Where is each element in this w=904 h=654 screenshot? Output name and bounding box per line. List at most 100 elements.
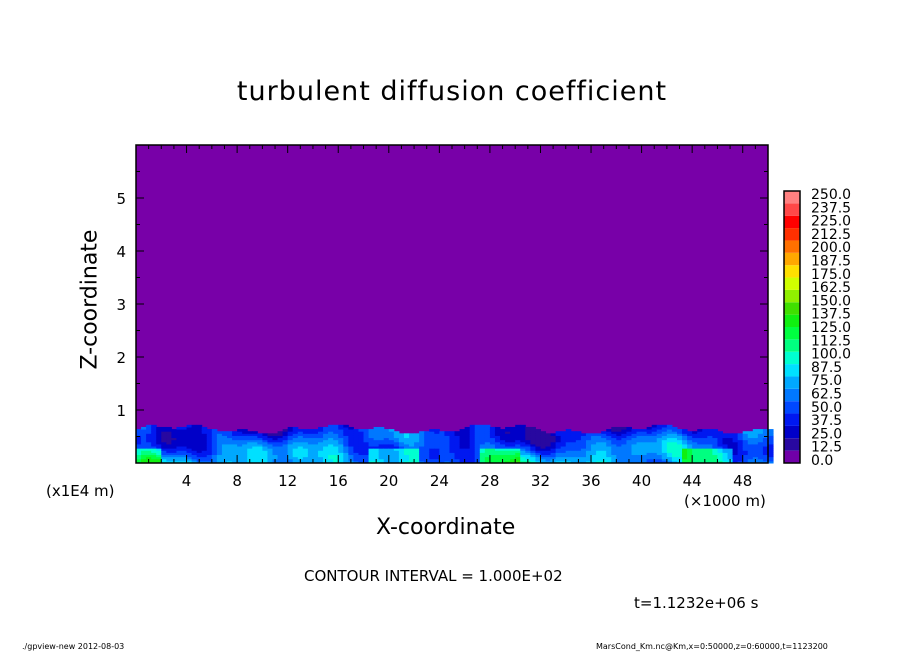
field-cell	[676, 454, 683, 458]
field-cell	[297, 429, 304, 432]
field-cell	[737, 452, 744, 456]
field-cell	[697, 446, 703, 449]
field-cell	[211, 429, 218, 432]
field-cell	[717, 441, 723, 445]
field-cell	[257, 454, 263, 458]
field-cell	[555, 448, 562, 451]
field-cell	[166, 437, 172, 441]
field-cell	[292, 433, 299, 436]
field-cell	[560, 431, 567, 434]
field-cell	[555, 439, 562, 443]
x-tick-label: 40	[632, 472, 651, 490]
field-cell	[242, 454, 248, 458]
field-cell	[768, 460, 774, 464]
field-cell	[338, 452, 344, 456]
field-cell	[606, 446, 612, 449]
field-cell	[171, 454, 177, 458]
field-cell	[328, 460, 334, 464]
field-cell	[737, 443, 744, 447]
field-cell	[181, 431, 188, 434]
field-cell	[742, 452, 749, 456]
field-cell	[575, 452, 582, 456]
field-cell	[484, 429, 491, 432]
field-cell	[757, 446, 764, 449]
field-cell	[484, 431, 491, 434]
field-cell	[176, 460, 183, 464]
field-cell	[636, 435, 643, 439]
field-cell	[530, 426, 536, 430]
field-cell	[424, 437, 430, 441]
x-tick-label: 12	[278, 472, 297, 490]
field-cell	[419, 441, 425, 445]
field-cell	[545, 443, 552, 447]
field-cell	[727, 435, 734, 439]
field-cell	[742, 431, 749, 434]
field-cell	[636, 443, 643, 447]
field-cell	[307, 450, 314, 453]
field-cell	[358, 431, 365, 434]
field-cell	[196, 450, 203, 453]
field-cell	[282, 437, 289, 441]
field-cell	[292, 458, 299, 462]
field-cell	[429, 439, 435, 443]
field-cell	[702, 443, 708, 447]
field-cell	[722, 433, 729, 436]
field-cell	[302, 437, 309, 441]
field-cell	[186, 429, 193, 432]
field-cell	[757, 450, 764, 453]
field-cell	[727, 448, 734, 451]
field-cell	[520, 437, 526, 441]
field-cell	[520, 450, 526, 453]
field-cell	[494, 454, 501, 458]
field-cell	[682, 458, 688, 462]
field-cell	[454, 448, 461, 451]
field-cell	[388, 437, 395, 441]
field-cell	[161, 456, 167, 460]
field-cell	[338, 454, 344, 458]
colorbar-label: 87.5	[811, 360, 842, 376]
field-cell	[606, 452, 612, 456]
field-cell	[621, 448, 627, 451]
field-cell	[646, 458, 653, 462]
field-cell	[601, 446, 607, 449]
field-cell	[343, 446, 349, 449]
field-cell	[161, 437, 167, 441]
field-cell	[636, 446, 643, 449]
field-cell	[439, 441, 445, 445]
colorbar-swatch	[784, 388, 800, 402]
field-cell	[333, 450, 339, 453]
field-cell	[591, 454, 597, 458]
field-cell	[363, 433, 370, 436]
field-cell	[237, 439, 243, 443]
field-cell	[687, 443, 693, 447]
field-cell	[287, 437, 294, 441]
field-cell	[227, 450, 233, 453]
field-cell	[277, 452, 284, 456]
field-cell	[393, 435, 400, 439]
field-cell	[136, 437, 142, 441]
field-cell	[626, 443, 632, 447]
field-cell	[671, 458, 678, 462]
field-cell	[136, 452, 142, 456]
field-cell	[373, 454, 380, 458]
field-cell	[682, 441, 688, 445]
field-cell	[580, 448, 587, 451]
field-cell	[661, 433, 668, 436]
field-cell	[292, 426, 299, 430]
field-cell	[307, 446, 314, 449]
field-cell	[328, 452, 334, 456]
field-cell	[494, 439, 501, 443]
field-cell	[717, 450, 723, 453]
field-cell	[267, 460, 274, 464]
field-cell	[211, 446, 218, 449]
field-cell	[383, 458, 390, 462]
field-cell	[570, 437, 577, 441]
field-cell	[439, 435, 445, 439]
field-cell	[206, 458, 213, 462]
field-cell	[722, 439, 729, 443]
field-cell	[287, 458, 294, 462]
field-cell	[358, 452, 365, 456]
field-cell	[216, 437, 223, 441]
field-cell	[712, 435, 718, 439]
field-cell	[449, 437, 456, 441]
